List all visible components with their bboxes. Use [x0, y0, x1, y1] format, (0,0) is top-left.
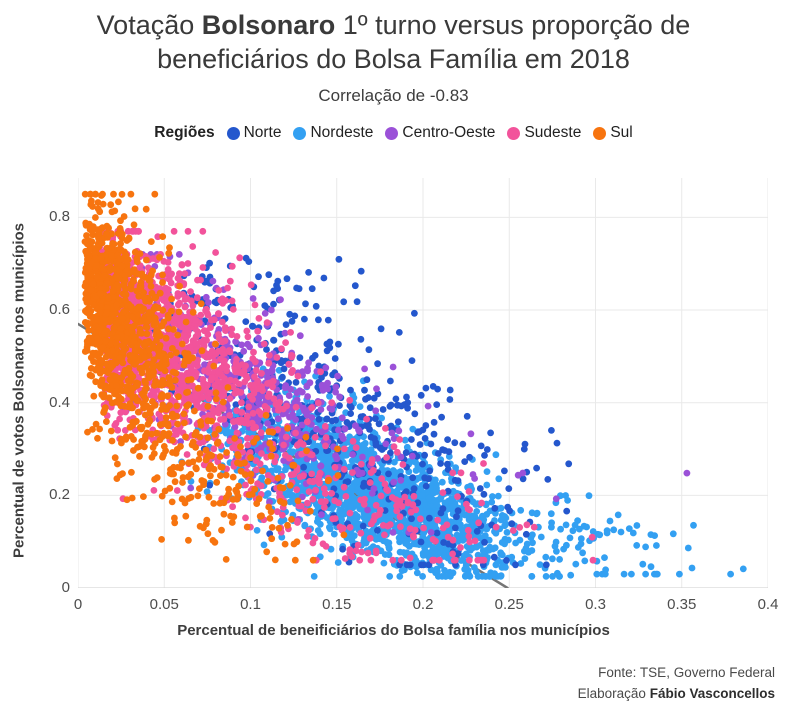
y-tick-label: 0.4 — [49, 393, 70, 411]
chart-title-prefix: Votação — [96, 10, 202, 40]
scatter-plot — [78, 178, 768, 588]
footer-elaboration-name: Fábio Vasconcellos — [649, 686, 775, 701]
y-tick-label: 0.2 — [49, 486, 70, 504]
legend-item-nordeste[interactable]: Nordeste — [293, 124, 373, 142]
chart-title: Votação Bolsonaro 1º turno versus propor… — [0, 8, 787, 76]
x-tick-label: 0.2 — [412, 596, 434, 613]
legend-item-centro-oeste[interactable]: Centro-Oeste — [385, 124, 495, 142]
y-tick-label: 0.6 — [49, 301, 70, 319]
legend-label: Sudeste — [524, 124, 582, 141]
legend-label: Norte — [243, 124, 282, 141]
footer-elaboration-prefix: Elaboração — [577, 686, 650, 701]
scatter-points — [81, 190, 747, 580]
legend-item-sul[interactable]: Sul — [593, 124, 633, 142]
y-tick-label: 0.8 — [49, 208, 70, 226]
x-tick-label: 0.35 — [667, 596, 697, 613]
legend-dot-centro-oeste — [385, 126, 399, 140]
gridlines — [78, 178, 768, 588]
chart-title-bold: Bolsonaro — [201, 10, 336, 40]
x-tick-label: 0 — [73, 596, 83, 613]
legend-dot-nordeste — [293, 126, 307, 140]
x-tick-label: 0.05 — [149, 596, 179, 613]
x-tick-label: 0.4 — [757, 596, 779, 613]
legend-dot-norte — [226, 126, 240, 140]
x-tick-label: 0.25 — [494, 596, 524, 613]
legend-item-sudeste[interactable]: Sudeste — [507, 124, 581, 142]
y-tick-label: 0 — [61, 579, 70, 596]
legend-label: Nordeste — [310, 124, 374, 141]
chart-subtitle: Correlação de -0.83 — [318, 86, 469, 105]
x-tick-label: 0.1 — [240, 596, 261, 613]
chart-title-suffix: 1º turno versus proporção de — [335, 10, 691, 40]
y-axis-title: Percentual de votos Bolsonaro nos municí… — [10, 222, 28, 559]
legend-dot-sudeste — [507, 126, 521, 140]
x-axis-title: Percentual de beneificiários do Bolsa fa… — [177, 622, 610, 639]
footer-source: Fonte: TSE, Governo Federal — [598, 665, 775, 680]
legend-label: Centro-Oeste — [402, 124, 496, 141]
legend-title: Regiões — [154, 124, 215, 141]
x-tick-label: 0.3 — [585, 596, 606, 613]
x-tick-label: 0.15 — [322, 596, 352, 613]
legend-label: Sul — [610, 124, 633, 141]
chart-title-line2: beneficiários do Bolsa Família em 2018 — [157, 44, 630, 74]
legend: Regiões Norte Nordeste Centro-Oeste Sudeste… — [0, 124, 787, 142]
footer-credits: Fonte: TSE, Governo Federal Elaboração F… — [578, 662, 775, 704]
legend-item-norte[interactable]: Norte — [226, 124, 282, 142]
legend-dot-sul — [593, 126, 607, 140]
